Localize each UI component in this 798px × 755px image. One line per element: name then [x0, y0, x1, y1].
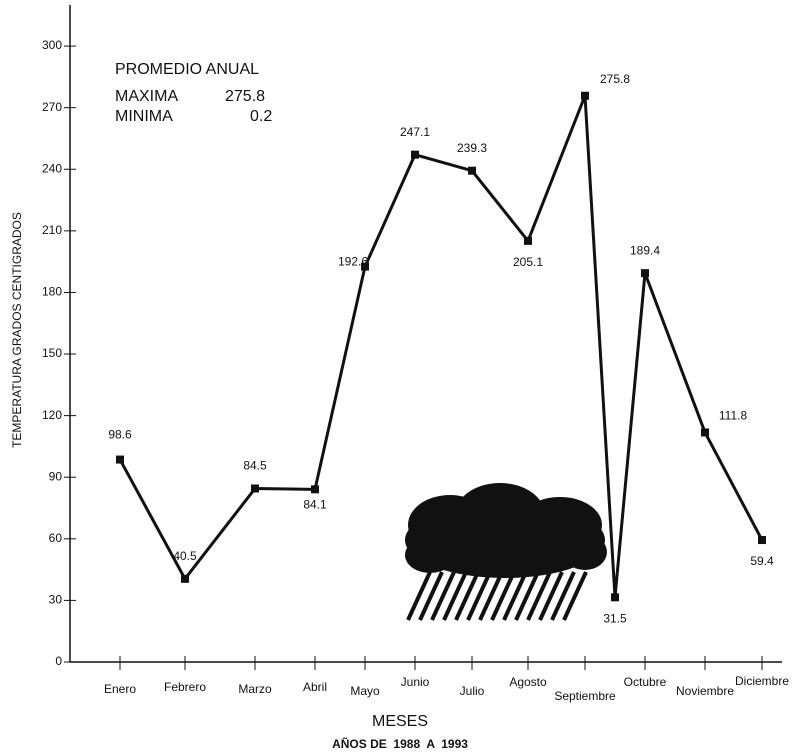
x-tick-label: Septiembre: [554, 689, 616, 703]
chart: PROMEDIO ANUAL MAXIMA 275.8 MINIMA 0.2 M…: [0, 0, 798, 755]
point: [611, 593, 619, 601]
data-label: 40.5: [173, 549, 197, 563]
point: [701, 428, 709, 436]
rain-icon: [408, 572, 586, 620]
data-label: 192.6: [338, 255, 368, 269]
point: [116, 456, 124, 464]
x-tick-label: Marzo: [238, 682, 272, 696]
y-tick-label: 120: [42, 408, 62, 422]
data-label: 111.8: [719, 409, 748, 423]
y-tick-label: 60: [49, 531, 63, 545]
cloud-icon: [405, 483, 607, 578]
y-tick-label: 90: [49, 469, 63, 483]
data-label: 84.5: [243, 459, 267, 473]
x-tick-label: Junio: [401, 675, 430, 689]
x-tick-label: Febrero: [164, 680, 206, 694]
point: [411, 151, 419, 159]
x-tick-label: Abril: [303, 680, 327, 694]
point: [251, 485, 259, 493]
x-tick-label: Agosto: [509, 675, 547, 689]
point: [641, 269, 649, 277]
y-tick-label: 150: [42, 346, 62, 360]
annotation-label: MINIMA: [115, 108, 173, 125]
point: [524, 237, 532, 245]
y-tick-label: 240: [42, 161, 62, 175]
point: [468, 167, 476, 175]
data-label: 247.1: [400, 125, 430, 139]
x-tick-label: Enero: [104, 682, 136, 696]
x-tick-label: Mayo: [350, 684, 380, 698]
x-tick-label: Noviembre: [676, 684, 734, 698]
data-label: 205.1: [513, 255, 543, 269]
annotation-title: PROMEDIO ANUAL: [115, 61, 259, 78]
y-tick-label: 180: [42, 285, 62, 299]
y-axis-title: TEMPERATURA GRADOS CENTIGRADOS: [10, 212, 24, 448]
point: [311, 485, 319, 493]
y-tick-label: 30: [49, 593, 63, 607]
data-label: 239.3: [457, 141, 487, 155]
data-label: 189.4: [630, 243, 660, 257]
data-label: 84.1: [303, 498, 327, 512]
x-axis-title: MESES: [372, 713, 428, 730]
x-tick-label: Diciembre: [735, 674, 789, 688]
y-tick-label: 0: [55, 654, 62, 668]
annotation-label: MAXIMA: [115, 88, 178, 105]
y-tick-label: 300: [42, 38, 62, 52]
point: [758, 536, 766, 544]
data-label: 98.6: [108, 428, 132, 442]
annotation-value: 275.8: [225, 88, 265, 105]
annotation-value: 0.2: [250, 108, 272, 125]
x-tick-label: Octubre: [624, 675, 667, 689]
point: [181, 575, 189, 583]
subtitle: AÑOS DE 1988 A 1993: [332, 736, 468, 751]
data-label: 31.5: [603, 611, 627, 625]
data-label: 59.4: [750, 554, 774, 568]
y-tick-label: 210: [42, 223, 62, 237]
x-tick-label: Julio: [460, 684, 485, 698]
y-tick-label: 270: [42, 100, 62, 114]
data-label: 275.8: [600, 72, 630, 86]
point: [581, 92, 589, 100]
